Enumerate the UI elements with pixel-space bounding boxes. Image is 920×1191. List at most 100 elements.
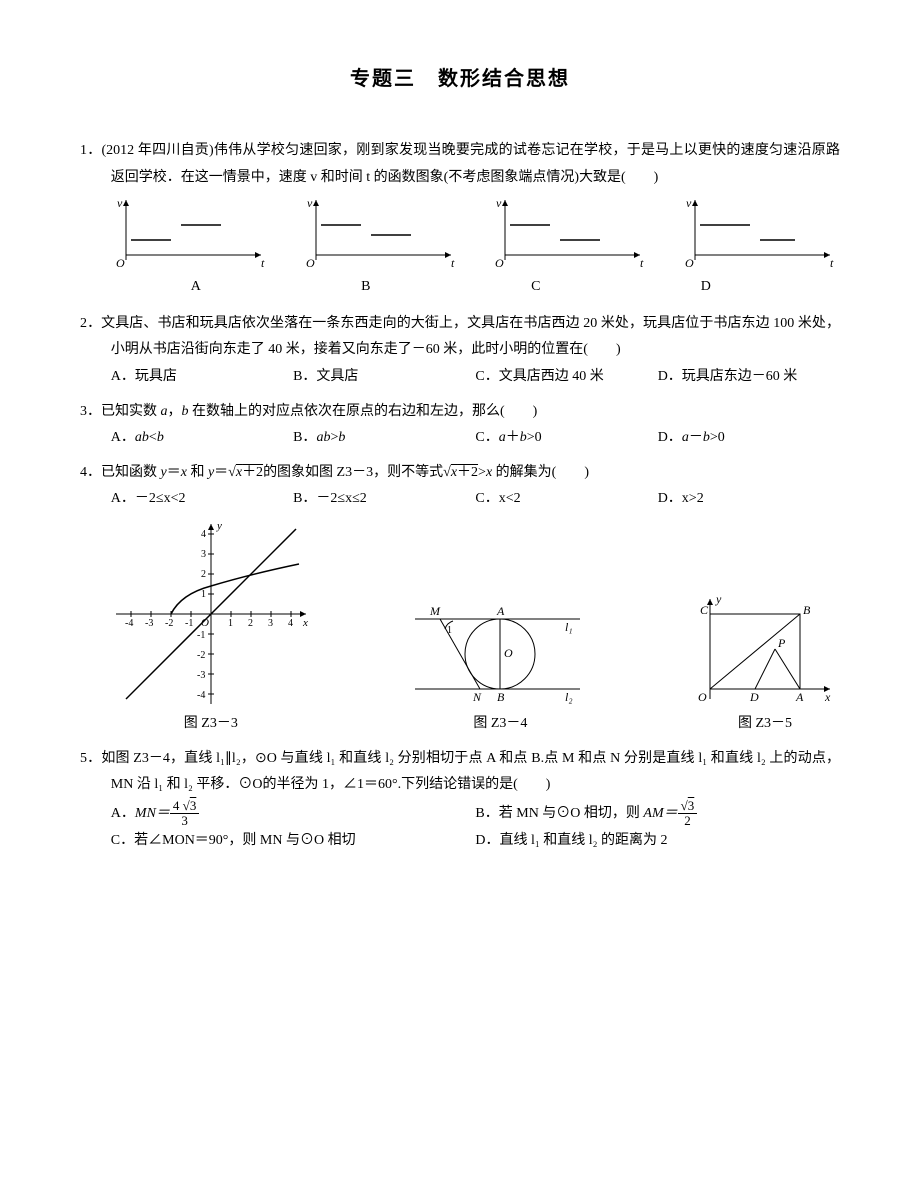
svg-text:O: O: [306, 256, 315, 270]
q3-t1: 已知实数: [101, 404, 161, 419]
svg-text:O: O: [685, 256, 694, 270]
q4-t1: 已知函数: [101, 465, 161, 480]
q1-opt-d: D: [621, 274, 791, 301]
svg-text:y: y: [216, 520, 222, 532]
q5-options-row2: C．若∠MON＝90°，则 MN 与⊙O 相切 D．直线 l₁ 和直线 l₂ 的…: [80, 828, 840, 855]
q4-opt-d: D．x>2: [658, 486, 840, 513]
q1-opt-a: A: [111, 274, 281, 301]
fig4-label: 图 Z3－4: [405, 711, 595, 738]
q3-opt-a: A．ab<b: [111, 425, 293, 452]
q1-options: A B C D: [80, 274, 840, 301]
svg-text:3: 3: [201, 549, 206, 560]
q1-num: 1．: [80, 143, 101, 158]
q2-num: 2．: [80, 316, 101, 331]
q5-opt-d: D．直线 l₁ 和直线 l₂ 的距离为 2: [475, 828, 840, 855]
fig3-label: 图 Z3－3: [111, 711, 311, 738]
svg-text:v: v: [117, 196, 123, 210]
q1-graph-b: v t O: [301, 195, 461, 270]
question-5: 5．如图 Z3－4，直线 l₁∥l₂，⊙O 与直线 l₁ 和直线 l₂ 分别相切…: [80, 746, 840, 855]
question-1: 1．(2012 年四川自贡)伟伟从学校匀速回家，刚到家发现当晚要完成的试卷忘记在…: [80, 138, 840, 301]
page-title: 专题三 数形结合思想: [80, 60, 840, 98]
svg-text:-3: -3: [145, 618, 153, 629]
svg-text:C: C: [700, 603, 709, 617]
svg-text:O: O: [116, 256, 125, 270]
svg-text:P: P: [777, 636, 786, 650]
svg-text:l₂: l₂: [565, 690, 573, 704]
svg-text:-4: -4: [197, 690, 205, 701]
svg-text:A: A: [795, 690, 804, 704]
svg-text:3: 3: [268, 618, 273, 629]
q5-options-row1: A．MN＝4 √33 B．若 MN 与⊙O 相切，则 AM＝√32: [80, 799, 840, 829]
svg-text:t: t: [830, 256, 834, 270]
svg-text:-2: -2: [197, 650, 205, 661]
svg-text:1: 1: [447, 625, 452, 636]
svg-text:t: t: [451, 256, 455, 270]
q1-graphs: v t O v t O v t O v t: [80, 195, 840, 270]
svg-text:v: v: [686, 196, 692, 210]
q4-t4: 的解集为( ): [492, 465, 589, 480]
q1-body: (2012 年四川自贡)伟伟从学校匀速回家，刚到家发现当晚要完成的试卷忘记在学校…: [101, 143, 840, 185]
svg-text:x: x: [302, 617, 308, 629]
svg-text:y: y: [715, 592, 722, 606]
q2-text: 文具店、书店和玩具店依次坐落在一条东西走向的大街上，文具店在书店西边 20 米处…: [101, 316, 840, 358]
q3-num: 3．: [80, 404, 101, 419]
question-3: 3．已知实数 a，b 在数轴上的对应点依次在原点的右边和左边，那么( ) A．a…: [80, 399, 840, 452]
q1-graph-c: v t O: [490, 195, 650, 270]
q3-opt-c: C．a＋b>0: [475, 425, 657, 452]
svg-text:4: 4: [288, 618, 293, 629]
svg-text:-4: -4: [125, 618, 133, 629]
q3-opt-d: D．a－b>0: [658, 425, 840, 452]
svg-text:2: 2: [248, 618, 253, 629]
svg-text:x: x: [824, 690, 831, 704]
q5-opt-b: B．若 MN 与⊙O 相切，则 AM＝√32: [475, 799, 840, 829]
q5-text: 如图 Z3－4，直线 l₁∥l₂，⊙O 与直线 l₁ 和直线 l₂ 分别相切于点…: [101, 751, 840, 793]
svg-text:A: A: [496, 604, 505, 618]
question-2: 2．文具店、书店和玩具店依次坐落在一条东西走向的大街上，文具店在书店西边 20 …: [80, 311, 840, 391]
figure-row: x y O -4 -3 -2 -1 1 2 3 4 1 2 3 4 -1 -2 -3 -4: [80, 519, 840, 738]
q1-graph-a: v t O: [111, 195, 271, 270]
svg-text:-1: -1: [185, 618, 193, 629]
svg-text:t: t: [261, 256, 265, 270]
q4-t2: 和: [187, 465, 208, 480]
q4-opt-c: C．x<2: [475, 486, 657, 513]
svg-text:v: v: [496, 196, 502, 210]
q1-opt-c: C: [451, 274, 621, 301]
svg-text:D: D: [749, 690, 759, 704]
q1-opt-b: B: [281, 274, 451, 301]
svg-text:O: O: [698, 690, 707, 704]
svg-text:M: M: [429, 604, 441, 618]
q4-options: A．－2≤x<2 B．－2≤x≤2 C．x<2 D．x>2: [80, 486, 840, 513]
q4-t3: 的图象如图 Z3－3，则不等式: [263, 465, 443, 480]
svg-text:l₁: l₁: [565, 620, 573, 634]
q2-opt-b: B．文具店: [293, 364, 475, 391]
svg-text:1: 1: [228, 618, 233, 629]
q2-opt-c: C．文具店西边 40 米: [475, 364, 657, 391]
q3-opt-b: B．ab>b: [293, 425, 475, 452]
svg-text:2: 2: [201, 569, 206, 580]
svg-text:v: v: [307, 196, 313, 210]
q3-options: A．ab<b B．ab>b C．a＋b>0 D．a－b>0: [80, 425, 840, 452]
svg-text:4: 4: [201, 529, 206, 540]
figure-z3-3: x y O -4-3-2-1 1234 1234 -1-2-3-4: [111, 519, 311, 738]
svg-text:O: O: [495, 256, 504, 270]
q4-num: 4．: [80, 465, 101, 480]
q2-opt-a: A．玩具店: [111, 364, 293, 391]
svg-text:-2: -2: [165, 618, 173, 629]
q5-num: 5．: [80, 751, 101, 766]
svg-text:1: 1: [201, 589, 206, 600]
svg-text:-1: -1: [197, 630, 205, 641]
q1-graph-d: v t O: [680, 195, 840, 270]
svg-text:-3: -3: [197, 670, 205, 681]
q4-opt-a: A．－2≤x<2: [111, 486, 293, 513]
figure-z3-4: M A N B O l₁ l₂ 1 图 Z3－4: [405, 599, 595, 738]
q1-text: 1．(2012 年四川自贡)伟伟从学校匀速回家，刚到家发现当晚要完成的试卷忘记在…: [80, 138, 840, 191]
svg-text:N: N: [472, 690, 482, 704]
figure-z3-5: C B P O D A x y 图 Z3－5: [690, 589, 840, 738]
q5-opt-a: A．MN＝4 √33: [111, 799, 476, 829]
svg-text:O: O: [504, 646, 513, 660]
svg-text:B: B: [497, 690, 505, 704]
q4-opt-b: B．－2≤x≤2: [293, 486, 475, 513]
fig5-label: 图 Z3－5: [690, 711, 840, 738]
q2-opt-d: D．玩具店东边－60 米: [658, 364, 840, 391]
q5-opt-c: C．若∠MON＝90°，则 MN 与⊙O 相切: [111, 828, 476, 855]
